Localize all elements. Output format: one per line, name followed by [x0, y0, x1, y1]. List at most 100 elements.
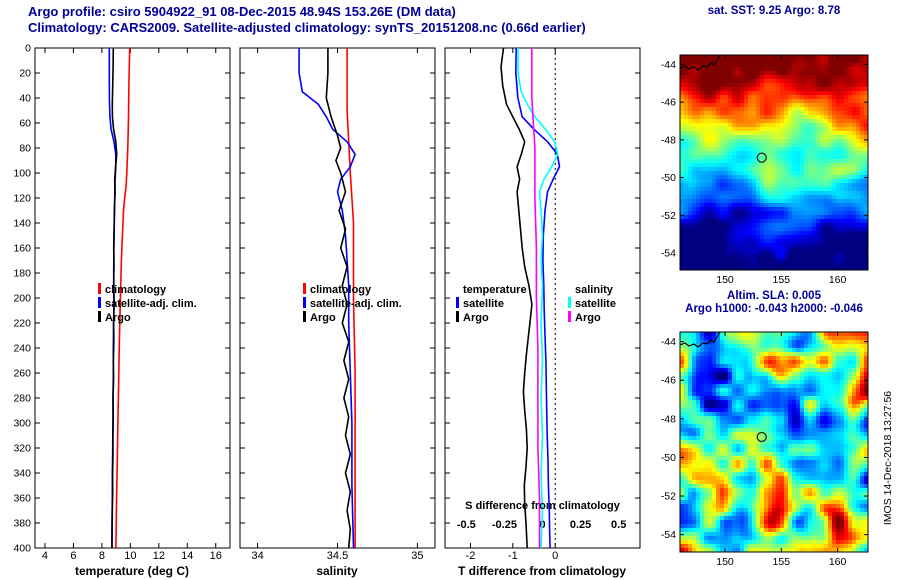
- temperature-climatology-line: [115, 47, 131, 549]
- svg-text:4: 4: [42, 550, 48, 562]
- satellite-s-line-swatch: [568, 297, 571, 308]
- legend-header-salinity: salinity: [575, 284, 613, 296]
- legend-entry-argo-s: Argo: [568, 311, 616, 325]
- salinity-axis-label: salinity: [316, 564, 358, 578]
- svg-text:6: 6: [70, 550, 76, 562]
- salinity-panel: 34 34.5 35: [239, 47, 436, 562]
- legend-entry-satellite-t: satellite: [456, 297, 527, 311]
- legend-label: climatology: [310, 284, 372, 296]
- legend-label: Argo: [310, 312, 336, 324]
- figure-title-line-1: Argo profile: csiro 5904922_91 08-Dec-20…: [28, 4, 456, 19]
- svg-text:220: 220: [13, 318, 31, 330]
- legend-header-temperature: temperature: [463, 284, 527, 296]
- svg-text:-52: -52: [661, 210, 676, 222]
- difference-legend-temperature: temperature satellite Argo: [456, 283, 527, 325]
- coastline: [679, 54, 721, 71]
- salinity-legend: climatology satellite-adj. clim. Argo: [303, 283, 402, 325]
- temperature-panel: 0 20 40 60 80 100 120 140 160 180 200 220 240 260 280 3…: [13, 43, 231, 562]
- svg-text:400: 400: [13, 543, 31, 555]
- svg-text:34.5: 34.5: [327, 550, 348, 562]
- svg-text:260: 260: [13, 368, 31, 380]
- legend-label: Argo: [463, 312, 489, 324]
- imos-timestamp-watermark: IMOS 14-Dec-2018 13:27:56: [882, 390, 894, 526]
- svg-text:180: 180: [13, 268, 31, 280]
- svg-text:14: 14: [181, 550, 193, 562]
- legend-label: satellite-adj. clim.: [105, 298, 197, 310]
- legend-entry-climatology: climatology: [303, 283, 402, 297]
- temperature-legend: climatology satellite-adj. clim. Argo: [98, 283, 197, 325]
- argo-position-marker: [756, 431, 767, 443]
- salinity-satellite-adj--clim--line: [298, 48, 356, 549]
- svg-text:140: 140: [13, 218, 31, 230]
- svg-text:80: 80: [19, 143, 31, 155]
- svg-text:-44: -44: [661, 59, 676, 71]
- legend-label: satellite-adj. clim.: [310, 298, 402, 310]
- svg-text:-46: -46: [661, 97, 676, 109]
- legend-entry-satellite-adj-clim: satellite-adj. clim.: [303, 297, 402, 311]
- svg-text:240: 240: [13, 343, 31, 355]
- satellite-t-line-swatch: [456, 297, 459, 308]
- svg-text:0.25: 0.25: [570, 519, 591, 531]
- argo-position-marker: [756, 152, 767, 163]
- coastline: [679, 331, 721, 348]
- svg-text:120: 120: [13, 193, 31, 205]
- svg-text:-0.5: -0.5: [457, 519, 476, 531]
- svg-text:10: 10: [124, 550, 136, 562]
- sst-map: 150 155 160 -44 -46 -48 -50 -52 -54: [661, 54, 869, 286]
- satellite-adj-clim-line-swatch: [98, 297, 101, 308]
- legend-label: satellite: [463, 298, 504, 310]
- svg-text:-1: -1: [508, 550, 518, 562]
- legend-label: climatology: [105, 284, 167, 296]
- climatology-line-swatch: [98, 283, 101, 294]
- temperature-argo-line: [111, 47, 118, 549]
- svg-text:150: 150: [716, 274, 734, 286]
- legend-entry-argo: Argo: [303, 311, 402, 325]
- legend-entry-satellite-s: satellite: [568, 297, 616, 311]
- svg-text:-2: -2: [466, 550, 476, 562]
- satellite-adj-clim-line-swatch: [303, 297, 306, 308]
- svg-text:35: 35: [411, 550, 423, 562]
- sla-map-title-line-2: Argo h1000: -0.043 h2000: -0.046: [685, 303, 863, 315]
- difference-argo-t-line: [500, 47, 533, 549]
- svg-text:60: 60: [19, 118, 31, 130]
- svg-text:34: 34: [251, 550, 263, 562]
- climatology-line-swatch: [303, 283, 306, 294]
- svg-text:16: 16: [210, 550, 222, 562]
- svg-text:-0.25: -0.25: [492, 519, 517, 531]
- sla-map-title-line-1: Altim. SLA: 0.005: [727, 290, 821, 302]
- svg-text:12: 12: [153, 550, 165, 562]
- svg-text:-48: -48: [661, 134, 676, 146]
- argo-line-swatch: [303, 311, 306, 322]
- svg-text:340: 340: [13, 468, 31, 480]
- salinity-climatology-line: [346, 48, 356, 548]
- argo-s-line-swatch: [568, 311, 571, 322]
- svg-text:0.5: 0.5: [611, 519, 626, 531]
- s-difference-axis-label: S difference from climatology: [465, 500, 620, 512]
- t-difference-axis-label: T difference from climatology: [457, 564, 627, 578]
- legend-entry-climatology: climatology: [98, 283, 197, 297]
- svg-text:280: 280: [13, 393, 31, 405]
- sla-map: 150 155 160-44-46-48-50-52-54: [661, 331, 869, 568]
- figure-title-line-2: Climatology: CARS2009. Satellite-adjuste…: [28, 20, 586, 35]
- svg-text:40: 40: [19, 93, 31, 105]
- svg-text:100: 100: [13, 168, 31, 180]
- svg-text:20: 20: [19, 68, 31, 80]
- svg-text:0: 0: [552, 550, 558, 562]
- svg-text:200: 200: [13, 293, 31, 305]
- svg-text:155: 155: [773, 274, 791, 286]
- salinity-argo-line: [325, 48, 352, 549]
- svg-text:-50: -50: [661, 172, 676, 184]
- legend-label: Argo: [575, 312, 601, 324]
- argo-t-line-swatch: [456, 311, 459, 322]
- legend-entry-argo-t: Argo: [456, 311, 527, 325]
- svg-text:8: 8: [99, 550, 105, 562]
- svg-text:320: 320: [13, 443, 31, 455]
- svg-text:160: 160: [13, 243, 31, 255]
- svg-text:0: 0: [25, 43, 31, 55]
- sst-map-title: sat. SST: 9.25 Argo: 8.78: [707, 5, 841, 17]
- legend-entry-satellite-adj-clim: satellite-adj. clim.: [98, 297, 197, 311]
- temperature-axis-label: temperature (deg C): [74, 564, 190, 578]
- svg-text:380: 380: [13, 518, 31, 530]
- svg-text:300: 300: [13, 418, 31, 430]
